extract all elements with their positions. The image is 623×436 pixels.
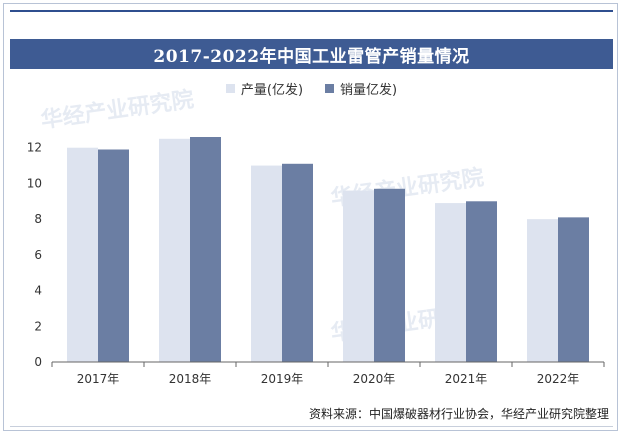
- bar-production-2: [251, 165, 282, 362]
- x-tick-label-2: 2019年: [261, 372, 304, 386]
- y-tick-label-2: 4: [34, 284, 42, 298]
- bars: [67, 137, 589, 362]
- x-tick-label-3: 2020年: [353, 372, 396, 386]
- legend-swatch-production: [225, 84, 235, 93]
- bar-sales-3: [374, 188, 405, 362]
- legend-item-sales: 销量亿发): [325, 79, 397, 98]
- legend-label-sales: 销量亿发): [340, 83, 398, 98]
- y-tick-label-6: 12: [27, 141, 42, 155]
- bar-sales-5: [558, 217, 589, 362]
- bar-production-3: [343, 190, 374, 362]
- bar-sales-2: [282, 163, 313, 362]
- bar-production-0: [67, 147, 98, 362]
- chart-title: 2017-2022年中国工业雷管产销量情况: [153, 46, 470, 67]
- x-axis: 2017年 2018年 2019年 2020年 2021年 2022年: [51, 361, 605, 386]
- legend-label-production: 产量(亿发): [240, 83, 304, 98]
- bar-production-5: [527, 219, 558, 362]
- y-tick-label-1: 2: [34, 319, 42, 333]
- legend-swatch-sales: [325, 84, 335, 93]
- bar-sales-1: [190, 137, 221, 362]
- y-axis: 0 2 4 6 8 10 12: [27, 141, 42, 369]
- bar-production-1: [159, 138, 190, 362]
- bar-sales-0: [98, 149, 129, 362]
- source-note: 资料来源：中国爆破器材行业协会，华经产业研究院整理: [308, 407, 609, 421]
- x-tick-label-0: 2017年: [77, 372, 120, 386]
- bar-production-4: [435, 203, 466, 362]
- title-bar: 2017-2022年中国工业雷管产销量情况: [10, 39, 613, 69]
- x-tick-label-4: 2021年: [445, 372, 488, 386]
- bottom-rule: [10, 426, 613, 427]
- y-tick-label-3: 6: [34, 248, 42, 262]
- bar-sales-4: [466, 201, 497, 362]
- y-tick-label-4: 8: [34, 212, 42, 226]
- legend-item-production: 产量(亿发): [225, 79, 304, 98]
- chart-legend: 产量(亿发) 销量亿发): [0, 79, 623, 98]
- x-tick-label-5: 2022年: [537, 372, 580, 386]
- y-tick-label-0: 0: [34, 355, 42, 369]
- x-tick-label-1: 2018年: [169, 372, 212, 386]
- top-rule: [10, 10, 613, 12]
- chart-frame: [3, 3, 618, 431]
- y-tick-label-5: 10: [27, 176, 42, 190]
